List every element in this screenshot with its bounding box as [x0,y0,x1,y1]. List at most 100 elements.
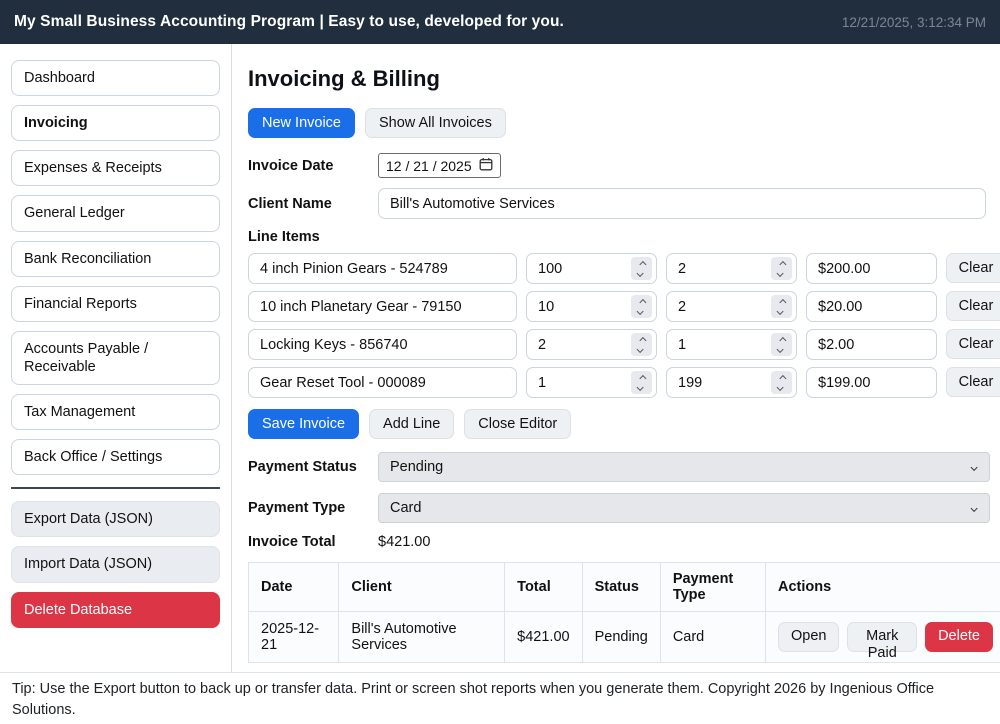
number-spinner[interactable] [771,257,792,280]
line-items-label: Line Items [248,229,320,245]
line-description-input[interactable] [248,291,517,322]
sidebar-item-back-office-settings[interactable]: Back Office / Settings [11,439,220,476]
sidebar-divider [11,487,220,490]
spinner-down-icon[interactable] [776,307,784,315]
calendar-icon[interactable] [479,157,493,174]
spinner-down-icon[interactable] [776,269,784,277]
line-qty-value: 100 [538,260,563,277]
line-qty-input[interactable]: 10 [526,291,657,322]
sidebar-item-expenses-receipts[interactable]: Expenses & Receipts [11,150,220,187]
payment-status-select[interactable]: Pending [378,452,990,482]
line-description-input[interactable] [248,329,517,360]
add-line-button[interactable]: Add Line [369,409,455,439]
app-shell: Dashboard Invoicing Expenses & Receipts … [0,44,1000,672]
line-qty-value: 1 [538,374,547,391]
delete-invoice-button[interactable]: Delete [925,622,993,652]
line-price-input[interactable]: 199 [666,367,797,398]
spinner-down-icon[interactable] [776,383,784,391]
sidebar-item-bank-reconciliation[interactable]: Bank Reconciliation [11,240,220,277]
clock-timestamp: 12/21/2025, 3:12:34 PM [841,14,986,30]
cell-total: $421.00 [504,611,583,663]
mark-paid-button[interactable]: Mark Paid [847,622,918,661]
app-header: My Small Business Accounting Program | E… [0,0,1000,44]
payment-status-label: Payment Status [248,459,357,475]
line-total-input[interactable] [806,291,937,322]
line-qty-value: 10 [538,298,555,315]
line-description-input[interactable] [248,253,517,284]
cell-status: Pending [581,611,661,663]
invoice-date-input[interactable]: 12 / 21 / 2025 [378,153,501,178]
line-item-row: 10 2 Clear [248,291,1000,322]
spinner-up-icon[interactable] [779,374,787,382]
spinner-up-icon[interactable] [779,298,787,306]
sidebar-item-tax-management[interactable]: Tax Management [11,394,220,431]
line-item-row: 1 199 Clear [248,367,1000,398]
client-name-input[interactable] [378,188,986,219]
spinner-down-icon[interactable] [776,345,784,353]
line-price-input[interactable]: 1 [666,329,797,360]
spinner-down-icon[interactable] [636,269,644,277]
app-title: My Small Business Accounting Program | E… [14,13,564,30]
invoice-date-row: Invoice Date 12 / 21 / 2025 [248,153,1000,178]
table-header-row: Date Client Total Status Payment Type Ac… [247,562,1000,612]
new-invoice-button[interactable]: New Invoice [248,108,355,138]
line-qty-value: 2 [538,336,547,353]
spinner-up-icon[interactable] [779,260,787,268]
invoice-date-label: Invoice Date [248,157,334,174]
line-total-input[interactable] [806,253,937,284]
open-invoice-button[interactable]: Open [778,622,840,652]
close-editor-button[interactable]: Close Editor [464,409,572,439]
line-total-input[interactable] [806,329,937,360]
number-spinner[interactable] [631,333,652,356]
clear-line-button[interactable]: Clear [946,291,1000,321]
clear-line-button[interactable]: Clear [946,329,1000,359]
number-spinner[interactable] [631,371,652,394]
spinner-up-icon[interactable] [639,374,647,382]
sidebar-item-financial-reports[interactable]: Financial Reports [11,285,220,322]
show-all-invoices-button[interactable]: Show All Invoices [364,108,506,138]
spinner-up-icon[interactable] [639,298,647,306]
clear-line-button[interactable]: Clear [946,367,1000,397]
line-price-input[interactable]: 2 [666,291,797,322]
chevron-down-icon [970,504,978,512]
column-header-status: Status [581,562,661,612]
spinner-up-icon[interactable] [779,336,787,344]
client-name-row: Client Name [248,188,1000,219]
column-header-actions: Actions [765,562,1000,612]
line-item-row: 2 1 Clear [248,329,1000,360]
number-spinner[interactable] [771,295,792,318]
invoices-table: Date Client Total Status Payment Type Ac… [247,562,1000,663]
cell-payment-type: Card [659,611,767,663]
spinner-down-icon[interactable] [636,383,644,391]
number-spinner[interactable] [631,257,652,280]
spinner-down-icon[interactable] [636,345,644,353]
spinner-up-icon[interactable] [639,260,647,268]
spinner-up-icon[interactable] [639,336,647,344]
save-invoice-button[interactable]: Save Invoice [248,409,360,439]
import-data-button[interactable]: Import Data (JSON) [11,546,220,583]
number-spinner[interactable] [771,333,792,356]
line-qty-input[interactable]: 2 [526,329,657,360]
line-total-input[interactable] [806,367,937,398]
export-data-button[interactable]: Export Data (JSON) [11,501,220,538]
invoice-total-label: Invoice Total [248,534,336,550]
spinner-down-icon[interactable] [636,307,644,315]
number-spinner[interactable] [631,295,652,318]
line-price-value: 2 [678,298,687,315]
line-qty-input[interactable]: 100 [526,253,657,284]
number-spinner[interactable] [771,371,792,394]
sidebar-item-general-ledger[interactable]: General Ledger [11,195,220,232]
line-price-input[interactable]: 2 [666,253,797,284]
sidebar-item-invoicing[interactable]: Invoicing [11,105,220,142]
column-header-date: Date [247,562,340,612]
editor-actions: Save Invoice Add Line Close Editor [248,409,1000,439]
sidebar-item-dashboard[interactable]: Dashboard [11,60,220,97]
payment-type-label: Payment Type [248,500,346,516]
payment-type-select[interactable]: Card [378,493,990,523]
clear-line-button[interactable]: Clear [946,253,1000,283]
line-description-input[interactable] [248,367,517,398]
cell-actions: Open Mark Paid Delete [765,611,1000,663]
delete-database-button[interactable]: Delete Database [11,591,220,628]
sidebar-item-accounts-payable-receivable[interactable]: Accounts Payable / Receivable [11,330,220,385]
line-qty-input[interactable]: 1 [526,367,657,398]
